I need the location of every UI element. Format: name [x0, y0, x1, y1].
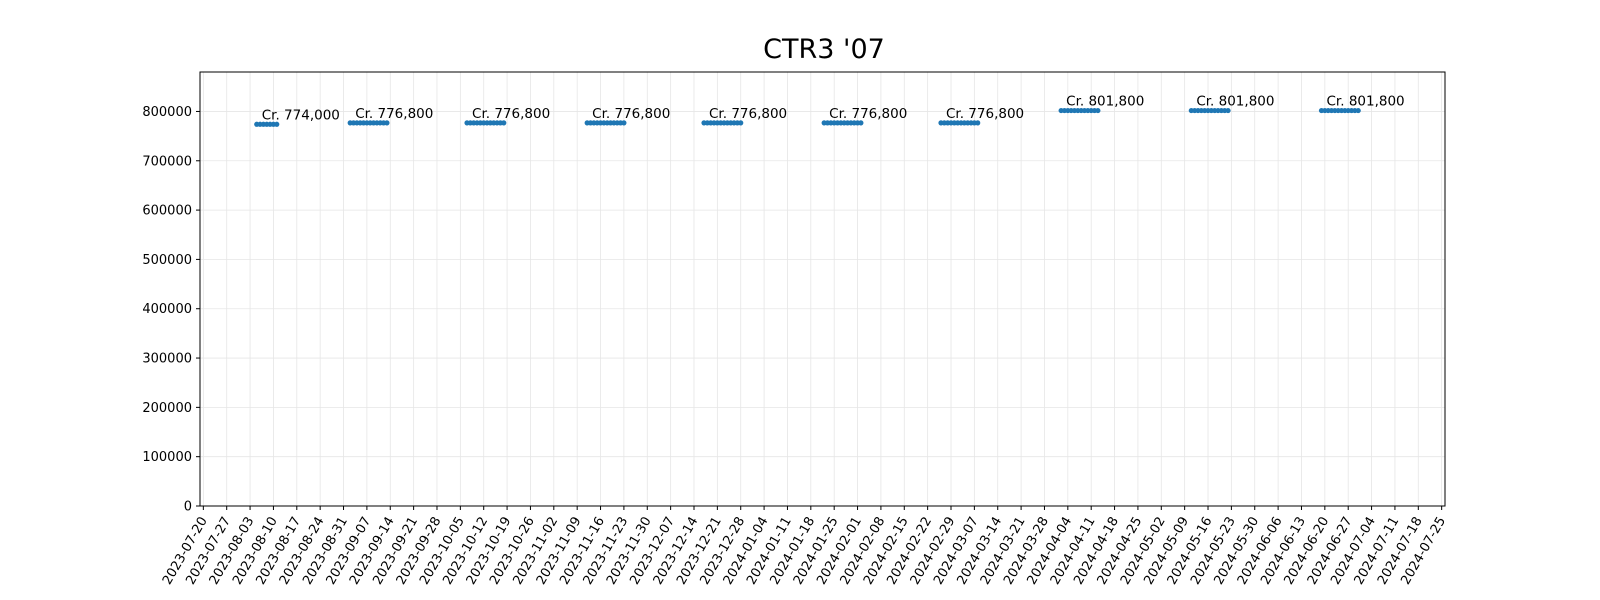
y-tick-label: 500000 — [142, 253, 192, 268]
data-point — [738, 120, 744, 126]
data-point — [1225, 107, 1231, 114]
plot-frame — [199, 71, 1446, 507]
data-label: Cr. 801,800 — [1066, 94, 1144, 110]
data-label: Cr. 776,800 — [946, 106, 1024, 122]
chart-title: CTR3 '07 — [763, 34, 885, 65]
data-point — [975, 120, 981, 126]
labels-layer: 0 100000 200000 300000 400000 500000 600000 700… — [142, 94, 1449, 588]
data-point — [1355, 107, 1361, 114]
data-point — [621, 120, 627, 126]
marks-layer — [254, 107, 1361, 127]
data-label: Cr. 801,800 — [1196, 94, 1274, 110]
y-tick-label: 0 — [184, 500, 192, 515]
data-point — [274, 121, 280, 127]
y-tick-label: 200000 — [142, 401, 192, 416]
data-label: Cr. 774,000 — [262, 107, 340, 123]
data-label: Cr. 776,800 — [592, 106, 670, 122]
data-point — [1095, 107, 1101, 114]
data-label: Cr. 776,800 — [472, 106, 550, 122]
data-label: Cr. 801,800 — [1327, 94, 1405, 110]
y-tick-label: 100000 — [142, 450, 192, 465]
data-label: Cr. 776,800 — [709, 106, 787, 122]
data-label: Cr. 776,800 — [829, 106, 907, 122]
data-point — [858, 120, 864, 126]
y-tick-label: 800000 — [142, 105, 192, 120]
data-point — [501, 120, 507, 126]
data-point — [384, 120, 390, 126]
data-label: Cr. 776,800 — [355, 106, 433, 122]
y-tick-label: 300000 — [142, 352, 192, 367]
grid-layer — [196, 72, 1445, 510]
y-tick-label: 400000 — [142, 302, 192, 317]
y-tick-label: 700000 — [142, 154, 192, 169]
y-tick-label: 600000 — [142, 204, 192, 219]
